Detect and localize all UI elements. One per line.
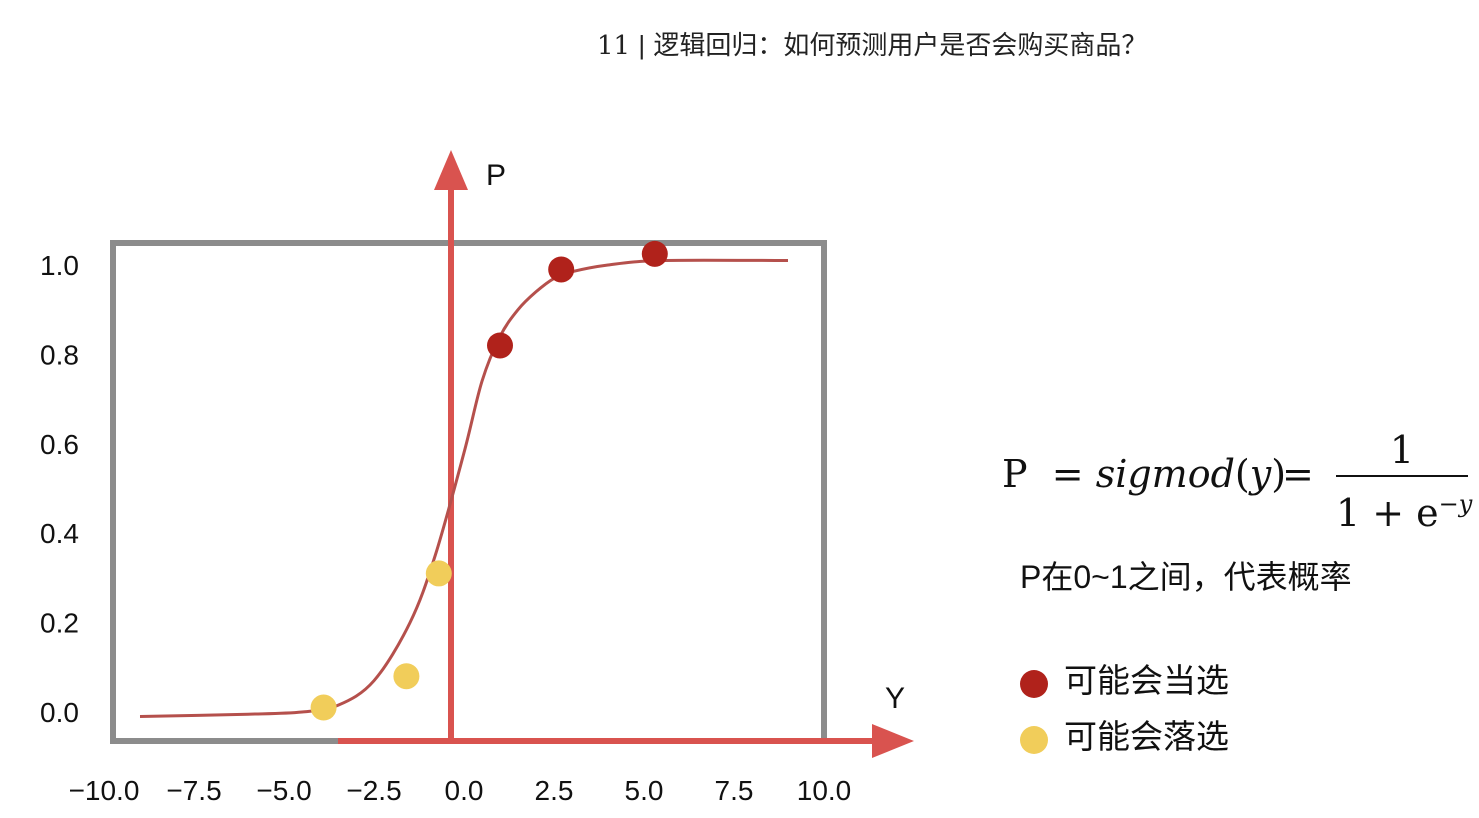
x-tick-labels: −10.0 −7.5 −5.0 −2.5 0.0 2.5 5.0 7.5 10.0 bbox=[69, 775, 852, 806]
plot-frame bbox=[110, 240, 827, 744]
y-tick-label: 0.6 bbox=[40, 429, 79, 460]
y-axis-label: P bbox=[486, 159, 506, 192]
formula-eq: = bbox=[1051, 452, 1084, 496]
legend-dot-win bbox=[1020, 670, 1048, 698]
y-tick-label: 0.8 bbox=[40, 339, 79, 370]
x-tick-label: 7.5 bbox=[715, 775, 754, 806]
legend-label-win: 可能会当选 bbox=[1064, 662, 1229, 699]
y-axis-arrowhead bbox=[434, 150, 468, 190]
page-header: 11 | 逻辑回归：如何预测用户是否会购买商品？ bbox=[597, 25, 1147, 62]
point-likely-lose bbox=[310, 694, 337, 721]
header-separator: | bbox=[638, 30, 646, 60]
formula-func: sigmod bbox=[1095, 452, 1235, 496]
x-tick-label: 5.0 bbox=[625, 775, 664, 806]
x-tick-label: 10.0 bbox=[797, 775, 852, 806]
axes-arrows bbox=[338, 150, 914, 758]
legend-label-lose: 可能会落选 bbox=[1064, 718, 1229, 755]
formula-denominator: 1 + e−y bbox=[1336, 490, 1473, 535]
formula-exponent: −y bbox=[1438, 490, 1473, 518]
data-points bbox=[310, 240, 668, 721]
sigmoid-formula: P = sigmod(y) = 1 1 + e−y bbox=[1002, 428, 1473, 535]
legend-dot-lose bbox=[1020, 726, 1048, 754]
legend: 可能会当选 可能会落选 bbox=[1020, 650, 1229, 762]
x-tick-label: 2.5 bbox=[535, 775, 574, 806]
point-likely-win bbox=[487, 332, 513, 359]
y-tick-label: 0.0 bbox=[40, 697, 79, 728]
x-axis-arrowhead bbox=[872, 724, 914, 758]
formula-lhs: P = sigmod(y) bbox=[1002, 452, 1287, 496]
x-tick-label: 0.0 bbox=[445, 775, 484, 806]
x-tick-label: −2.5 bbox=[346, 775, 401, 806]
point-likely-lose bbox=[393, 663, 420, 690]
formula-p: P bbox=[1002, 452, 1028, 496]
x-tick-label: −5.0 bbox=[256, 775, 311, 806]
fraction-bar bbox=[1336, 475, 1468, 477]
point-likely-win bbox=[548, 256, 575, 283]
sigmoid-chart: 0.0 0.2 0.4 0.6 0.8 1.0 −10.0 −7.5 −5.0 −2.5 0.0 2… bbox=[40, 150, 914, 806]
point-likely-lose bbox=[425, 560, 452, 587]
chapter-title: 逻辑回归：如何预测用户是否会购买商品？ bbox=[653, 31, 1148, 61]
legend-item-win: 可能会当选 bbox=[1020, 650, 1229, 706]
y-tick-label: 0.2 bbox=[40, 608, 79, 639]
x-axis-label: Y bbox=[885, 682, 905, 715]
y-tick-label: 1.0 bbox=[40, 250, 79, 281]
y-tick-label: 0.4 bbox=[40, 518, 79, 549]
chapter-number: 11 bbox=[597, 31, 631, 61]
x-tick-label: −7.5 bbox=[166, 775, 221, 806]
formula-fraction: 1 1 + e−y bbox=[1336, 428, 1473, 535]
formula-numerator: 1 bbox=[1389, 428, 1415, 472]
probability-note: P在0~1之间，代表概率 bbox=[1020, 559, 1352, 595]
formula-arg: y bbox=[1249, 452, 1272, 496]
y-tick-labels: 0.0 0.2 0.4 0.6 0.8 1.0 bbox=[40, 250, 79, 728]
sigmoid-curve bbox=[139, 258, 789, 718]
x-tick-label: −10.0 bbox=[69, 775, 140, 806]
point-likely-win bbox=[641, 240, 668, 267]
formula-eq2: = bbox=[1282, 452, 1314, 496]
legend-item-lose: 可能会落选 bbox=[1020, 706, 1229, 762]
